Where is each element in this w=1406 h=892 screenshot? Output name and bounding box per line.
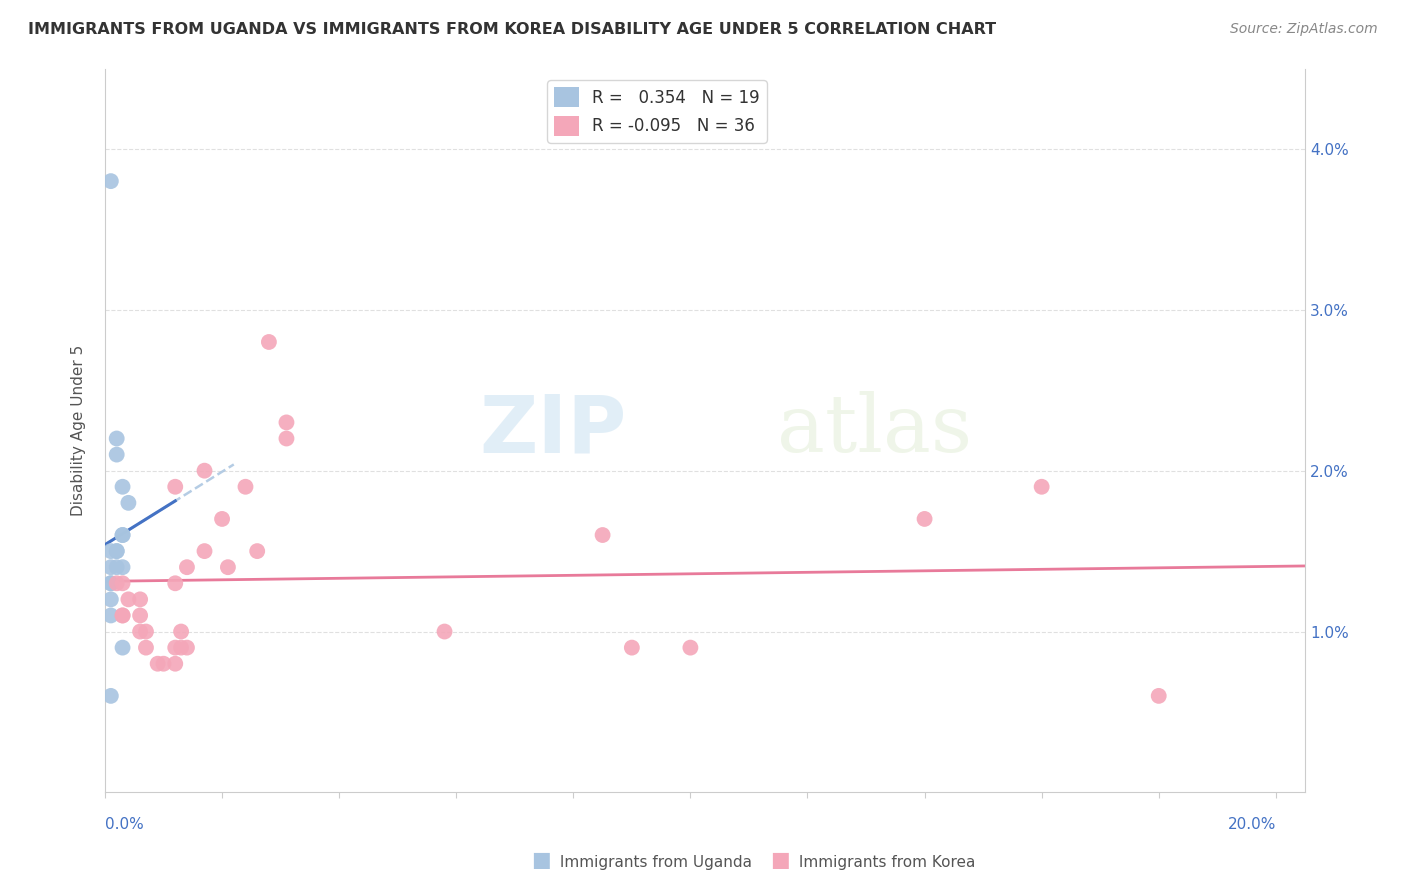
Point [100,689,122,703]
Text: ■: ■ [531,850,551,870]
Text: IMMIGRANTS FROM UGANDA VS IMMIGRANTS FROM KOREA DISABILITY AGE UNDER 5 CORRELATI: IMMIGRANTS FROM UGANDA VS IMMIGRANTS FRO… [28,22,997,37]
Point [105,560,128,574]
Point [679,640,702,655]
Point [111,608,134,623]
Point [135,640,157,655]
Point [111,576,134,591]
Point [193,544,215,558]
Point [276,432,298,446]
Point [176,560,198,574]
Point [105,576,128,591]
Point [100,174,122,188]
Point [111,528,134,542]
Point [235,480,257,494]
Point [100,576,122,591]
Point [100,560,122,574]
Text: ■: ■ [770,850,790,870]
Text: atlas: atlas [778,392,972,469]
Point [117,592,139,607]
Text: Source: ZipAtlas.com: Source: ZipAtlas.com [1230,22,1378,37]
Text: Immigrants from Korea: Immigrants from Korea [794,855,976,870]
Point [620,640,643,655]
Text: ZIP: ZIP [479,392,627,469]
Point [100,592,122,607]
Point [170,640,193,655]
Point [111,560,134,574]
Point [111,640,134,655]
Text: 20.0%: 20.0% [1227,817,1275,832]
Point [1147,689,1170,703]
Text: Immigrants from Uganda: Immigrants from Uganda [555,855,752,870]
Point [100,576,122,591]
Y-axis label: Disability Age Under 5: Disability Age Under 5 [72,345,86,516]
Point [105,448,128,462]
Point [100,608,122,623]
Point [111,608,134,623]
Point [176,640,198,655]
Point [129,592,152,607]
Point [433,624,456,639]
Legend: R =   0.354   N = 19, R = -0.095   N = 36: R = 0.354 N = 19, R = -0.095 N = 36 [547,80,766,143]
Point [193,464,215,478]
Point [165,657,187,671]
Point [1031,480,1053,494]
Point [257,334,280,349]
Point [146,657,169,671]
Point [135,624,157,639]
Point [246,544,269,558]
Point [111,480,134,494]
Point [165,576,187,591]
Point [276,416,298,430]
Point [105,432,128,446]
Point [592,528,614,542]
Point [105,544,128,558]
Point [165,480,187,494]
Point [105,544,128,558]
Point [217,560,239,574]
Point [100,544,122,558]
Point [914,512,936,526]
Point [117,496,139,510]
Point [165,640,187,655]
Point [211,512,233,526]
Point [170,624,193,639]
Point [129,624,152,639]
Point [129,608,152,623]
Text: 0.0%: 0.0% [105,817,143,832]
Point [111,528,134,542]
Point [152,657,174,671]
